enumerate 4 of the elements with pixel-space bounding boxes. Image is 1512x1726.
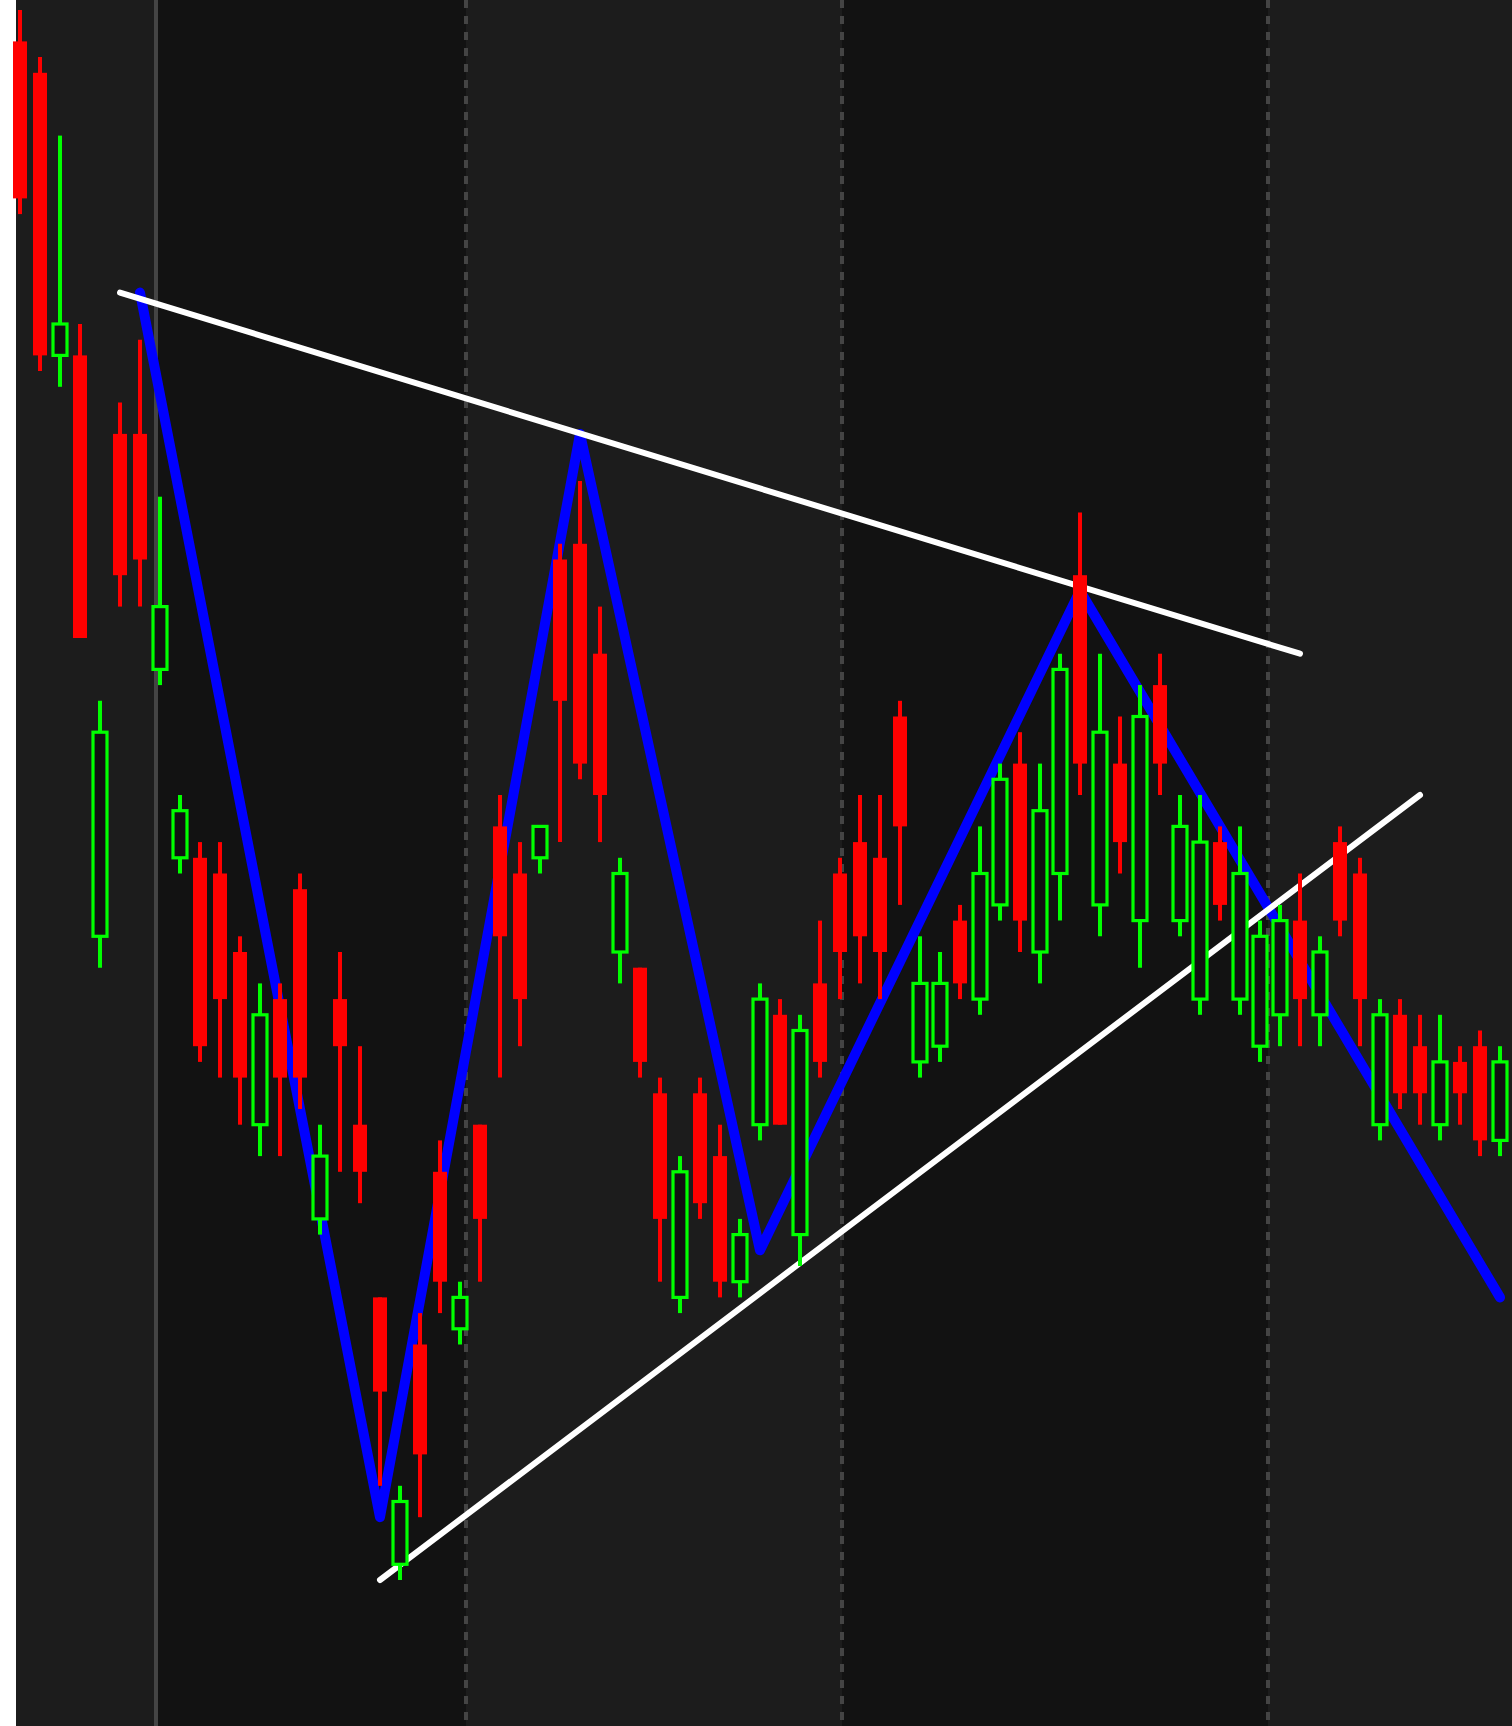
- candlestick: [1453, 1044, 1467, 1127]
- candlestick: [353, 1044, 367, 1206]
- candlestick: [333, 950, 347, 1174]
- candlestick: [1413, 1012, 1427, 1127]
